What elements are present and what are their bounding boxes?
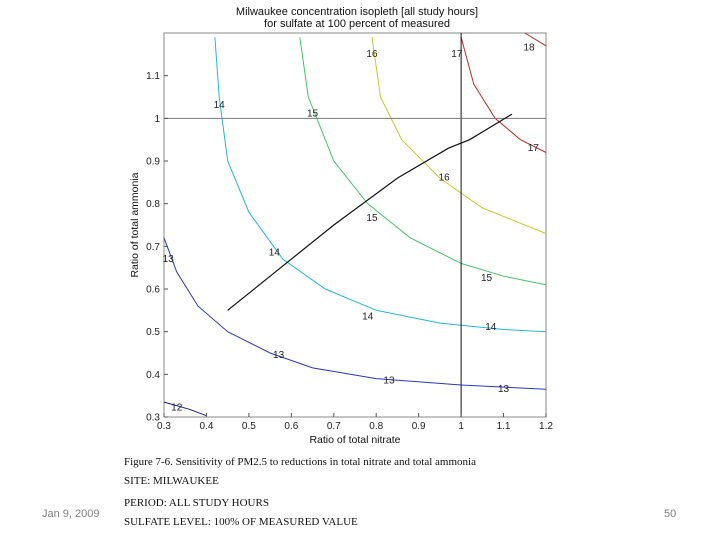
x-tick-label: 1.1 [497, 421, 511, 432]
contour-label-17: 17 [451, 49, 463, 60]
contour-label-15: 15 [366, 213, 378, 224]
contour-line-14 [214, 37, 547, 333]
caption-sulfate-level: SULFATE LEVEL: 100% OF MEASURED VALUE [124, 516, 358, 528]
y-tick-label: 1 [154, 114, 160, 125]
contour-label-14: 14 [485, 322, 497, 333]
contour-label-14: 14 [362, 311, 374, 322]
slide-page-number: 50 [664, 508, 677, 520]
x-tick-label: 0.6 [284, 421, 298, 432]
caption-site: SITE: MILWAUKEE [124, 475, 219, 487]
trajectory-line [227, 113, 513, 311]
contour-label-12: 12 [171, 402, 183, 413]
x-tick-label: 0.9 [412, 421, 426, 432]
x-axis-ticks: 0.3 0.4 0.5 0.6 0.7 0.8 0.9 1 1.1 1.2 [157, 413, 553, 432]
contour-label-13: 13 [383, 375, 395, 386]
contour-label-15: 15 [481, 273, 493, 284]
y-tick-label: 0.8 [146, 199, 160, 210]
contour-label-13: 13 [273, 350, 285, 361]
x-tick-label: 0.5 [242, 421, 256, 432]
contour-label-14: 14 [214, 100, 226, 111]
y-tick-label: 0.5 [146, 327, 160, 338]
caption-period: PERIOD: ALL STUDY HOURS [124, 497, 269, 509]
contour-label-14: 14 [269, 247, 281, 258]
y-axis-ticks: 0.3 0.4 0.5 0.6 0.7 0.8 0.9 1 1.1 [146, 71, 168, 424]
contour-line-12 [163, 401, 207, 417]
x-tick-label: 0.7 [327, 421, 341, 432]
contour-line-15 [299, 37, 547, 286]
plot-area [163, 32, 547, 418]
contour-label-16: 16 [439, 173, 451, 184]
x-tick-label: 0.4 [199, 421, 213, 432]
contour-line-13 [163, 237, 547, 390]
chart-title: Milwaukee concentration isopleth [all st… [236, 6, 478, 18]
reference-lines [164, 33, 546, 417]
contour-label-18: 18 [523, 43, 535, 54]
x-tick-label: 1.2 [539, 421, 553, 432]
y-tick-label: 0.7 [146, 242, 160, 253]
slide-date: Jan 9, 2009 [42, 508, 100, 520]
trajectory-layer [227, 113, 513, 311]
x-tick-label: 1 [458, 421, 464, 432]
chart-subtitle: for sulfate at 100 percent of measured [264, 18, 450, 30]
x-tick-label: 0.8 [369, 421, 383, 432]
contour-label-16: 16 [366, 49, 378, 60]
x-tick-label: 0.3 [157, 421, 171, 432]
y-tick-label: 0.9 [146, 157, 160, 168]
y-axis-label: Ratio of total ammonia [129, 172, 141, 277]
contour-layer: 12 13 13 13 13 14 14 14 14 15 15 15 16 16 17 17 18 [163, 32, 547, 417]
contour-label-17: 17 [528, 143, 540, 154]
contour-label-13: 13 [163, 254, 175, 265]
y-tick-label: 0.3 [146, 413, 160, 424]
y-tick-label: 1.1 [146, 71, 160, 82]
contour-line-16 [371, 37, 547, 234]
contour-label-15: 15 [307, 109, 319, 120]
x-axis-label: Ratio of total nitrate [309, 434, 400, 446]
y-tick-label: 0.6 [146, 285, 160, 296]
figure-caption: Figure 7-6. Sensitivity of PM2.5 to redu… [124, 456, 476, 468]
contour-line-18 [524, 32, 547, 47]
contour-label-13: 13 [498, 384, 510, 395]
y-tick-label: 0.4 [146, 370, 160, 381]
